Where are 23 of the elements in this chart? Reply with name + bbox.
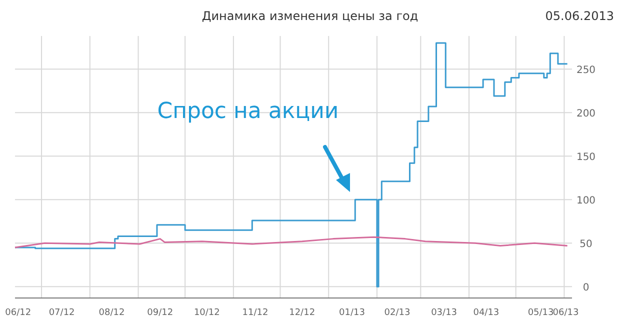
y-tick-label: 0 bbox=[582, 282, 590, 294]
x-tick-label: 07/12 bbox=[48, 308, 75, 318]
annotation: Спрос на акции bbox=[157, 99, 339, 124]
x-tick-label: 02/13 bbox=[384, 308, 410, 318]
x-tick-label: 09/12 bbox=[147, 308, 174, 318]
x-tick-label: 11/12 bbox=[242, 308, 268, 318]
x-tick-label: 06/12 bbox=[5, 308, 32, 318]
y-tick-label: 150 bbox=[576, 152, 596, 164]
x-tick-label: 03/13 bbox=[431, 308, 458, 318]
chart-title: Динамика изменения цены за год bbox=[202, 9, 418, 23]
x-tick-label: 08/12 bbox=[98, 308, 125, 318]
y-tick-label: 250 bbox=[576, 65, 596, 76]
x-tick-label: 01/13 bbox=[339, 308, 365, 318]
x-tick-label: 05/13 bbox=[528, 308, 554, 318]
y-tick-label: 50 bbox=[580, 239, 592, 250]
x-tick-label: 04/13 bbox=[473, 308, 500, 318]
y-tick-label: 100 bbox=[576, 196, 596, 207]
line-series bbox=[14, 236, 568, 248]
x-tick-label: 10/12 bbox=[194, 308, 220, 318]
y-tick-label: 200 bbox=[576, 108, 596, 120]
x-tick-label: 06/13 bbox=[552, 308, 579, 318]
x-tick-label: 12/12 bbox=[289, 308, 316, 318]
chart-subtitle: 05.06.2013 bbox=[545, 9, 614, 23]
